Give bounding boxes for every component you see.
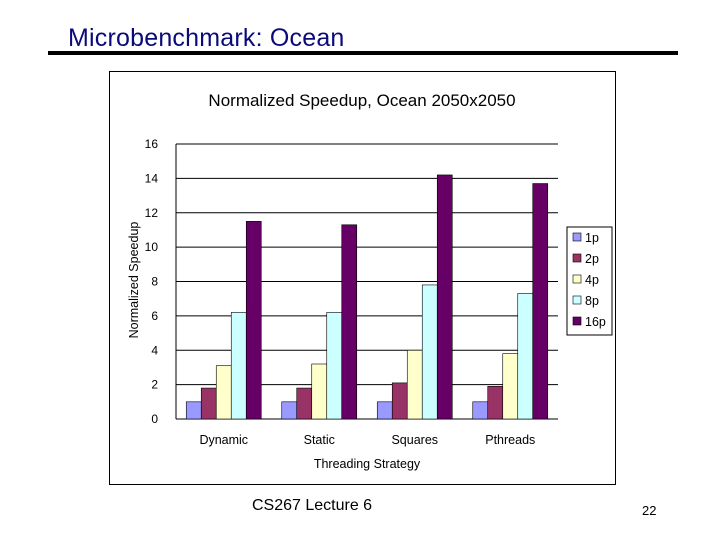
y-tick-label: 16 — [145, 137, 159, 151]
legend-label: 2p — [585, 252, 599, 266]
bar — [517, 293, 534, 420]
footer-lecture-label: CS267 Lecture 6 — [252, 497, 373, 514]
legend-label: 8p — [585, 294, 599, 308]
bar — [200, 387, 217, 420]
x-axis-label: Threading Strategy — [314, 457, 421, 471]
chart-frame: Normalized Speedup, Ocean 2050x2050 Thre… — [109, 71, 616, 485]
y-tick-label: 4 — [151, 343, 158, 357]
y-axis-label: Normalized Speedup — [127, 222, 141, 339]
title-underline — [48, 51, 678, 55]
slide-title: Microbenchmark: Ocean — [68, 24, 345, 52]
bar — [326, 312, 343, 420]
category-label: Pthreads — [485, 433, 535, 447]
chart-title: Normalized Speedup, Ocean 2050x2050 — [208, 91, 515, 110]
bar — [185, 401, 202, 420]
speedup-chart: Normalized Speedup, Ocean 2050x2050 Thre… — [127, 91, 613, 471]
legend-swatch — [572, 274, 582, 284]
bar — [502, 353, 519, 420]
y-tick-label: 14 — [145, 171, 159, 185]
legend-label: 16p — [585, 315, 606, 329]
bar — [406, 349, 423, 420]
bar — [487, 386, 504, 420]
legend-swatch — [572, 295, 582, 305]
y-tick-label: 0 — [151, 412, 158, 426]
bar — [472, 401, 489, 420]
bar — [245, 221, 262, 420]
legend-swatch — [572, 316, 582, 326]
y-tick-label: 6 — [151, 309, 158, 323]
legend-label: 4p — [585, 273, 599, 287]
category-label: Dynamic — [199, 433, 248, 447]
bar — [421, 284, 438, 420]
category-label: Squares — [391, 433, 438, 447]
y-tick-label: 8 — [151, 275, 158, 289]
bar — [281, 401, 298, 420]
bar — [436, 174, 453, 420]
bar — [311, 363, 328, 420]
bar — [376, 401, 393, 420]
bar — [532, 183, 549, 420]
bar — [296, 387, 313, 420]
y-tick-label: 2 — [151, 378, 158, 392]
bar — [230, 312, 247, 420]
category-label: Static — [304, 433, 335, 447]
bar — [341, 224, 358, 420]
bar — [215, 365, 232, 420]
y-tick-label: 10 — [145, 240, 159, 254]
legend-swatch — [572, 253, 582, 263]
page-number: 22 — [642, 503, 657, 518]
legend-label: 1p — [585, 231, 599, 245]
legend-swatch — [572, 232, 582, 242]
y-tick-label: 12 — [145, 206, 159, 220]
bar — [391, 382, 408, 420]
